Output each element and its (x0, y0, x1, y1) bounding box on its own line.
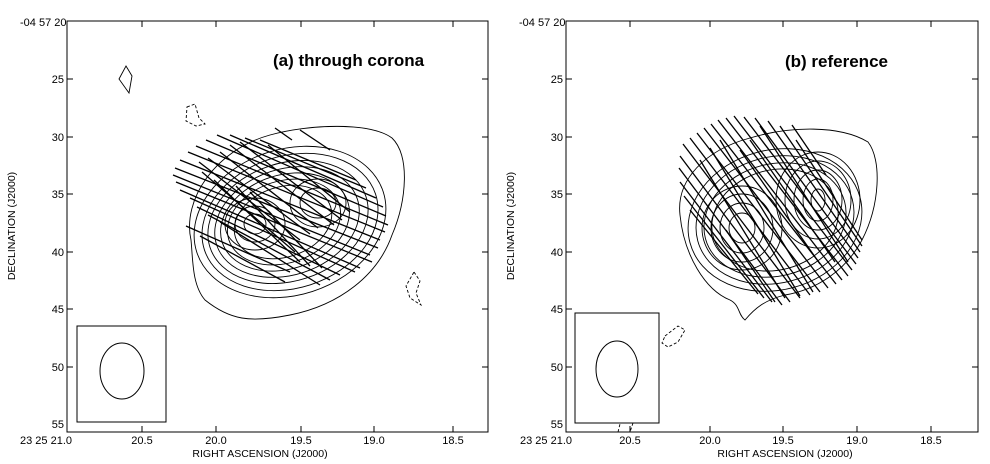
panel-a-y-axis-title: DECLINATION (J2000) (6, 172, 18, 280)
panel-a-contour-negative (185, 103, 206, 127)
panel-a-x-first-label: 23 25 21.0 (20, 435, 72, 447)
panel-b-polarization-vectors (678, 115, 863, 306)
panel-a-y-tick-label: 30 (52, 132, 64, 144)
panel-a-x-tick-label: 18.5 (442, 435, 463, 447)
panel-b-y-tick-label: 55 (551, 419, 563, 431)
panel-b-x-tick-label: 19.0 (846, 435, 867, 447)
panel-b-y-tick-label: 25 (551, 74, 563, 86)
panel-b-x-first-label: 23 25 21.0 (520, 435, 572, 447)
panel-a-y-tick-label: 25 (52, 74, 64, 86)
panel-a-beam-ellipse (99, 342, 145, 400)
panel-a-contours (118, 65, 422, 320)
panel-a-x-tick-label: 20.0 (205, 435, 226, 447)
panel-a-y-tick-label: 55 (52, 419, 64, 431)
panel-b-y-top-label: -04 57 20 (519, 17, 565, 29)
panel-b-y-tick-label: 50 (551, 362, 563, 374)
panel-b-x-tick-label: 20.5 (619, 435, 640, 447)
panel-b-x-axis-title: RIGHT ASCENSION (J2000) (717, 448, 852, 460)
panel-b-y-axis-title: DECLINATION (J2000) (505, 172, 517, 280)
panel-b-x-tick-label: 19.5 (772, 435, 793, 447)
panel-b-x-tick-label: 18.5 (920, 435, 941, 447)
panel-b-title: (b) reference (785, 52, 888, 71)
panel-b-y-tick-label: 30 (551, 132, 563, 144)
panel-a-x-axis-title: RIGHT ASCENSION (J2000) (192, 448, 327, 460)
panel-b-beam-inset (574, 312, 660, 424)
panel-a-y-tick-label: 40 (52, 247, 64, 259)
panel-a-y-tick-label: 35 (52, 189, 64, 201)
panel-a-polarization-vectors (172, 127, 389, 286)
panel-b-frame (565, 20, 979, 433)
panel-a-contour-island (118, 65, 133, 95)
panel-b-tick-marks (566, 21, 978, 432)
panel-a-beam-inset (76, 325, 167, 423)
panel-a-y-ticks: 25 30 35 40 45 50 55 (52, 74, 64, 431)
panel-a-title: (a) through corona (273, 51, 425, 70)
panel-a-tick-marks (67, 21, 488, 432)
panel-b-y-ticks: 25 30 35 40 45 50 55 (551, 74, 563, 431)
panel-a-x-tick-label: 19.0 (363, 435, 384, 447)
panel-b-y-tick-label: 35 (551, 189, 563, 201)
panel-b-x-ticks: 20.5 20.0 19.5 19.0 18.5 (619, 435, 941, 447)
panel-a-x-ticks: 20.5 20.0 19.5 19.0 18.5 (131, 435, 463, 447)
panel-a-frame (66, 20, 489, 433)
panel-a: (a) through corona -04 57 20 25 30 35 40… (6, 17, 489, 460)
panel-a-contour-outer (189, 125, 405, 320)
panel-b-contour-negative (661, 325, 686, 348)
panel-b-beam-ellipse (595, 340, 639, 398)
panel-b-contour-negative (617, 413, 635, 433)
panel-b: (b) reference -04 57 20 25 30 35 40 45 5… (505, 17, 979, 460)
panel-b-x-tick-label: 20.0 (699, 435, 720, 447)
panel-a-y-top-label: -04 57 20 (20, 17, 66, 29)
panel-a-y-tick-label: 45 (52, 304, 64, 316)
panel-b-y-tick-label: 45 (551, 304, 563, 316)
panel-a-x-tick-label: 19.5 (290, 435, 311, 447)
panel-a-x-tick-label: 20.5 (131, 435, 152, 447)
panel-a-contour-negative (405, 271, 422, 307)
panel-b-y-tick-label: 40 (551, 247, 563, 259)
panel-a-y-tick-label: 50 (52, 362, 64, 374)
